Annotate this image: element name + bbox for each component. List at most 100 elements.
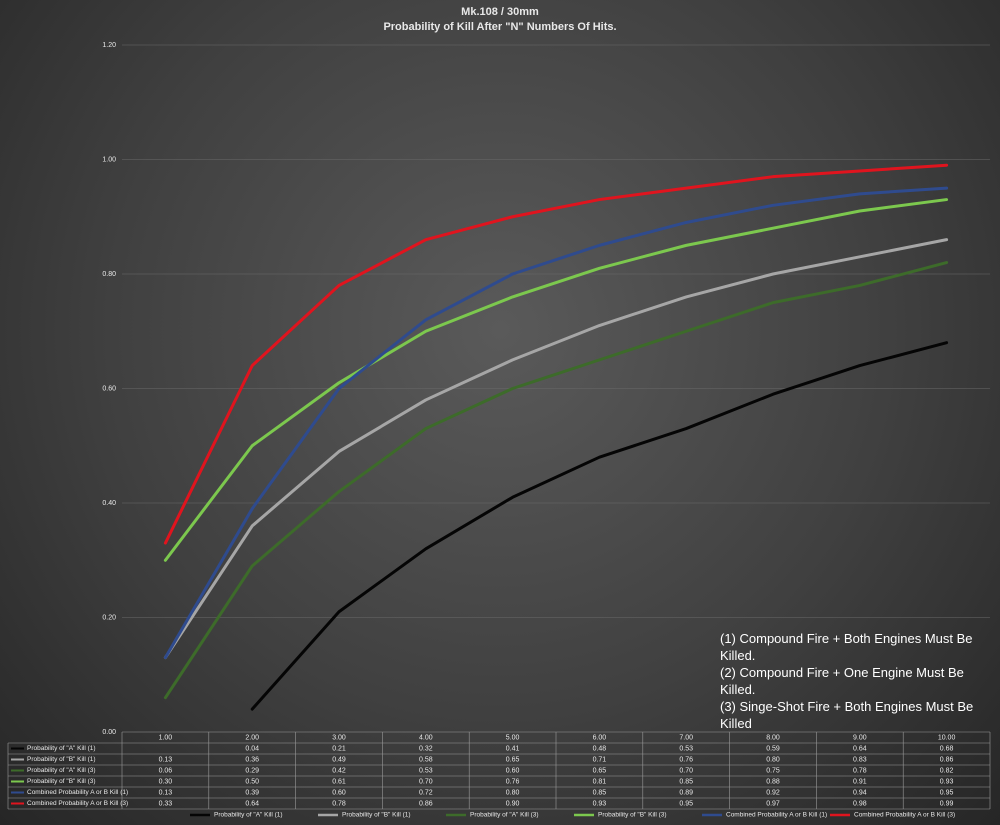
table-cell: 0.98: [853, 800, 867, 807]
table-cell: 0.32: [419, 745, 433, 752]
legend-label: Probability of "B" Kill (3): [598, 812, 667, 819]
table-cell: 0.61: [332, 778, 346, 785]
table-cell: 0.60: [506, 767, 520, 774]
table-cell: 0.78: [853, 767, 867, 774]
annotation: (2) Compound Fire + One Engine Must Be K…: [720, 665, 964, 697]
x-tick-label: 7.00: [679, 734, 693, 741]
table-row-label: Probability of "B" Kill (1): [27, 756, 96, 763]
y-tick-label: 0.00: [102, 729, 116, 736]
table-cell: 0.95: [940, 789, 954, 796]
table-cell: 0.39: [245, 789, 259, 796]
table-cell: 0.83: [853, 756, 867, 763]
series-line: [250, 341, 949, 711]
table-cell: 0.75: [766, 767, 780, 774]
table-cell: 0.86: [940, 756, 954, 763]
table-cell: 0.76: [679, 756, 693, 763]
y-tick-label: 0.60: [102, 385, 116, 392]
table-cell: 0.36: [245, 756, 259, 763]
legend-label: Probability of "B" Kill (1): [342, 812, 411, 819]
series-line: [163, 186, 949, 660]
chart-title: Mk.108 / 30mm: [461, 6, 539, 18]
table-cell: 0.97: [766, 800, 780, 807]
table-cell: 0.42: [332, 767, 346, 774]
table-cell: 0.58: [419, 756, 433, 763]
table-cell: 0.88: [766, 778, 780, 785]
table-cell: 0.78: [332, 800, 346, 807]
table-cell: 0.21: [332, 745, 346, 752]
table-cell: 0.64: [245, 800, 259, 807]
legend-label: Probability of "A" Kill (1): [214, 812, 283, 819]
table-cell: 0.92: [766, 789, 780, 796]
x-tick-label: 5.00: [506, 734, 520, 741]
chart-subtitle: Probability of Kill After "N" Numbers Of…: [383, 21, 616, 33]
y-tick-label: 1.00: [102, 156, 116, 163]
table-cell: 0.99: [940, 800, 954, 807]
x-tick-label: 1.00: [159, 734, 173, 741]
legend-label: Combined Probability A or B Kill (3): [854, 812, 955, 819]
table-cell: 0.65: [506, 756, 520, 763]
table-cell: 0.48: [593, 745, 607, 752]
table-cell: 0.89: [679, 789, 693, 796]
annotations: (1) Compound Fire + Both Engines Must Be…: [720, 630, 985, 732]
table-cell: 0.49: [332, 756, 346, 763]
table-cell: 0.50: [245, 778, 259, 785]
x-tick-label: 6.00: [593, 734, 607, 741]
table-cell: 0.68: [940, 745, 954, 752]
table-cell: 0.70: [679, 767, 693, 774]
series-line: [163, 238, 949, 660]
table-cell: 0.93: [593, 800, 607, 807]
table-cell: 0.13: [159, 789, 173, 796]
series-line: [163, 198, 949, 562]
table-cell: 0.81: [593, 778, 607, 785]
x-tick-label: 9.00: [853, 734, 867, 741]
table-cell: 0.85: [679, 778, 693, 785]
table-cell: 0.04: [245, 745, 259, 752]
y-tick-label: 0.80: [102, 271, 116, 278]
table-row-label: Combined Probability A or B Kill (1): [27, 789, 128, 796]
x-tick-label: 4.00: [419, 734, 433, 741]
table-cell: 0.82: [940, 767, 954, 774]
y-tick-label: 1.20: [102, 42, 116, 49]
table-cell: 0.33: [159, 800, 173, 807]
x-tick-label: 2.00: [245, 734, 259, 741]
table-cell: 0.06: [159, 767, 173, 774]
annotation: (3) Singe-Shot Fire + Both Engines Must …: [720, 699, 974, 731]
table-cell: 0.95: [679, 800, 693, 807]
table-cell: 0.76: [506, 778, 520, 785]
table-cell: 0.13: [159, 756, 173, 763]
table-cell: 0.93: [940, 778, 954, 785]
series-line: [163, 163, 949, 545]
y-tick-label: 0.40: [102, 500, 116, 507]
table-cell: 0.29: [245, 767, 259, 774]
annotation: (1) Compound Fire + Both Engines Must Be…: [720, 631, 973, 663]
table-cell: 0.80: [506, 789, 520, 796]
table-cell: 0.59: [766, 745, 780, 752]
table-cell: 0.41: [506, 745, 520, 752]
table-cell: 0.53: [679, 745, 693, 752]
table-row-label: Probability of "A" Kill (1): [27, 745, 96, 752]
legend-label: Probability of "A" Kill (3): [470, 812, 539, 819]
table-cell: 0.71: [593, 756, 607, 763]
table-cell: 0.94: [853, 789, 867, 796]
series-line: [163, 261, 949, 700]
table-row-label: Combined Probability A or B Kill (3): [27, 800, 128, 807]
table-cell: 0.53: [419, 767, 433, 774]
table-cell: 0.90: [506, 800, 520, 807]
table-row-label: Probability of "B" Kill (3): [27, 778, 96, 785]
table-cell: 0.72: [419, 789, 433, 796]
table-cell: 0.86: [419, 800, 433, 807]
table-cell: 0.80: [766, 756, 780, 763]
table-cell: 0.64: [853, 745, 867, 752]
table-cell: 0.85: [593, 789, 607, 796]
x-tick-label: 8.00: [766, 734, 780, 741]
y-tick-label: 0.20: [102, 614, 116, 621]
x-tick-label: 10.00: [938, 734, 956, 741]
table-cell: 0.91: [853, 778, 867, 785]
table-cell: 0.65: [593, 767, 607, 774]
x-tick-label: 3.00: [332, 734, 346, 741]
table-cell: 0.70: [419, 778, 433, 785]
legend-label: Combined Probability A or B Kill (1): [726, 812, 827, 819]
table-cell: 0.30: [159, 778, 173, 785]
table-cell: 0.60: [332, 789, 346, 796]
